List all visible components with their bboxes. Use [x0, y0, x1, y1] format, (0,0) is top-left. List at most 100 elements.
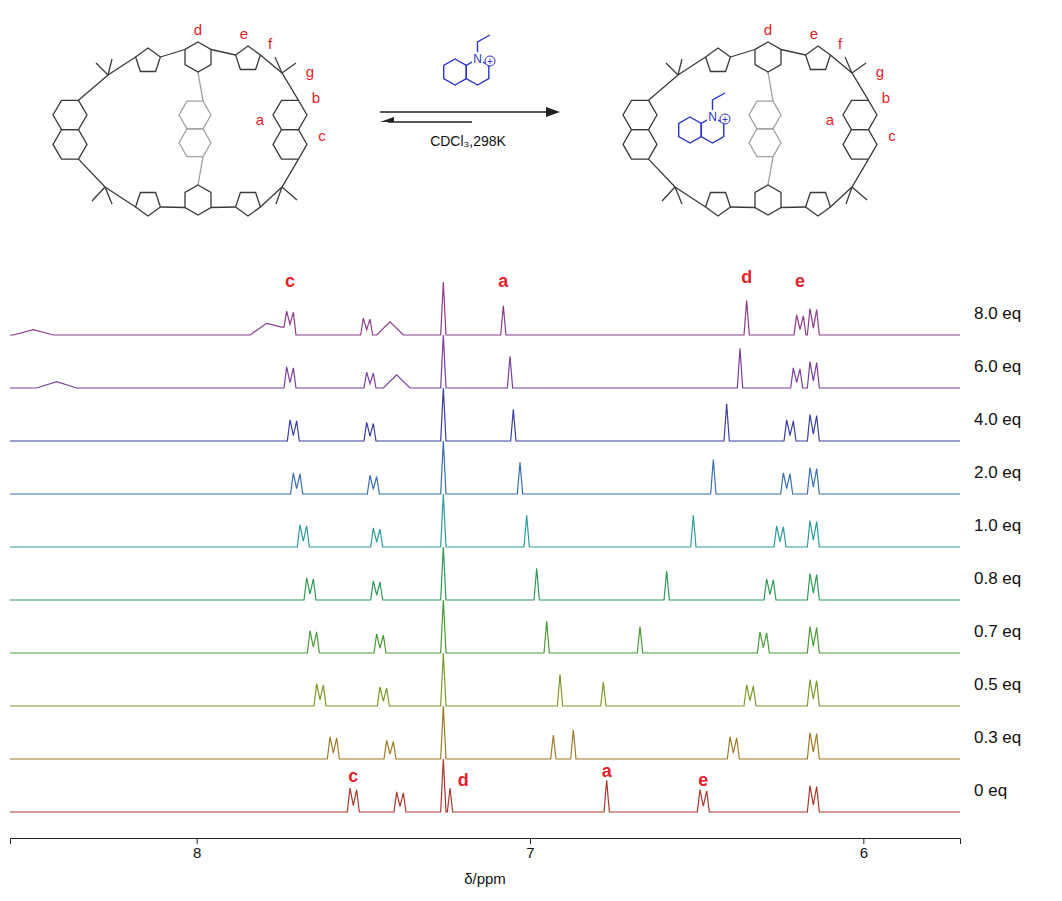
proton-label: g	[306, 63, 314, 80]
series-label: 2.0 eq	[974, 463, 1021, 482]
bond	[282, 63, 296, 73]
spectrum	[10, 547, 960, 600]
bond	[781, 50, 806, 56]
atom-patch	[472, 52, 483, 65]
bond	[198, 72, 203, 101]
ring	[53, 100, 87, 129]
proton-label: a	[256, 111, 265, 128]
bond	[730, 50, 755, 58]
atom-label: N	[708, 110, 717, 124]
proton-label: d	[194, 21, 202, 38]
bond	[662, 187, 675, 201]
bond	[768, 157, 773, 185]
host-molecule: abcdefg	[53, 21, 326, 216]
proton-label: a	[826, 111, 835, 128]
proton-label: c	[888, 127, 896, 144]
condition: CDCl₃,298K	[430, 133, 506, 149]
ring	[53, 130, 87, 159]
bond	[198, 157, 203, 185]
peak-label: a	[602, 761, 613, 781]
ring	[843, 130, 877, 159]
arrow-head	[546, 107, 560, 117]
plot-area	[10, 282, 960, 812]
bond	[730, 206, 755, 208]
spectrum	[10, 388, 960, 441]
charge-circle	[720, 114, 730, 124]
tick: 6	[860, 838, 868, 861]
ring	[179, 129, 211, 157]
bond	[160, 50, 185, 58]
ring	[273, 100, 307, 129]
spectrum	[10, 282, 960, 335]
bond	[675, 187, 682, 204]
tick: 8	[193, 838, 201, 861]
bond	[830, 55, 868, 100]
ring	[185, 185, 211, 215]
atom-label: N	[473, 52, 482, 66]
bond	[260, 55, 298, 100]
bond	[768, 72, 773, 101]
peak-label: a	[498, 271, 509, 291]
bond	[79, 57, 136, 100]
bond	[846, 187, 852, 204]
peak-label: d	[458, 770, 469, 790]
spectrum	[10, 706, 960, 759]
spectrum	[10, 441, 960, 494]
series-label: 0.3 eq	[974, 728, 1021, 747]
spectrum	[10, 335, 960, 388]
proton-label: b	[882, 89, 890, 106]
spectrum	[10, 494, 960, 547]
proton-label: f	[838, 35, 843, 52]
peak-label: c	[285, 271, 295, 291]
proton-label: g	[876, 63, 884, 80]
host-molecule: abcdefg	[623, 21, 896, 216]
series-label: 6.0 eq	[974, 357, 1021, 376]
bond	[781, 206, 806, 208]
ring	[236, 46, 261, 70]
peak-label: e	[698, 770, 708, 790]
ring	[273, 130, 307, 159]
bond	[108, 59, 112, 75]
bond	[211, 50, 236, 56]
ring	[185, 42, 211, 72]
guest-molecule: N+	[679, 93, 730, 143]
ring	[179, 101, 211, 129]
bond	[649, 159, 706, 207]
peak-label: c	[348, 766, 358, 786]
ring	[843, 100, 877, 129]
ring	[755, 185, 781, 215]
ring	[749, 101, 781, 129]
ring	[755, 42, 781, 72]
ring	[136, 193, 161, 217]
charge-label: +	[722, 114, 728, 125]
tick: 7	[526, 838, 534, 861]
series-label: 0 eq	[974, 781, 1007, 800]
bond	[105, 187, 112, 204]
proton-label: f	[268, 35, 273, 52]
spectrum	[10, 653, 960, 706]
bond	[845, 57, 852, 73]
series-label: 1.0 eq	[974, 516, 1021, 535]
spectrum	[10, 759, 960, 812]
spectrum	[10, 600, 960, 653]
bond	[92, 187, 105, 201]
bond	[211, 206, 236, 208]
atom-patch	[707, 110, 718, 123]
ring	[623, 130, 657, 159]
ring	[706, 48, 731, 72]
series-label: 8.0 eq	[974, 304, 1021, 323]
series-label: 0.8 eq	[974, 569, 1021, 588]
arrow	[380, 111, 552, 112]
proton-label: c	[318, 127, 326, 144]
x-axis: 8 7 6	[11, 838, 961, 861]
x-axis-title: δ/ppm	[464, 870, 506, 887]
ring	[679, 117, 702, 143]
proton-label: b	[312, 89, 320, 106]
series-label: 4.0 eq	[974, 410, 1021, 429]
proton-label: e	[810, 25, 818, 42]
ring	[623, 100, 657, 129]
chart-root: abcdefgabcdefgN+N+CDCl₃,298K0 eq0.3 eq0.…	[0, 0, 1062, 901]
figure: abcdefgabcdefgN+N+CDCl₃,298K0 eq0.3 eq0.…	[0, 0, 1062, 901]
bond	[852, 63, 866, 73]
bond	[260, 159, 298, 207]
